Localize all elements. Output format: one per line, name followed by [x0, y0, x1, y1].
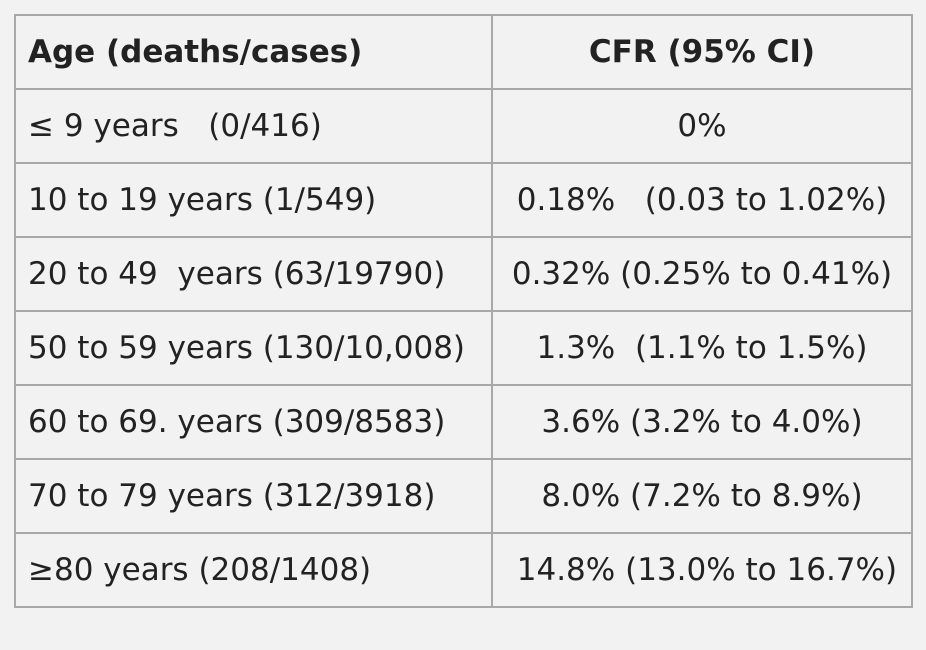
cell-cfr: 0%: [491, 88, 913, 164]
table-row: ≥80 years (208/1408) 14.8% (13.0% to 16.…: [14, 532, 913, 608]
table-row: 70 to 79 years (312/3918) 8.0% (7.2% to …: [14, 458, 913, 534]
table-row: ≤ 9 years (0/416) 0%: [14, 88, 913, 164]
cell-age: ≥80 years (208/1408): [14, 532, 493, 608]
table-row: 20 to 49 years (63/19790) 0.32% (0.25% t…: [14, 236, 913, 312]
table-row: 50 to 59 years (130/10,008) 1.3% (1.1% t…: [14, 310, 913, 386]
cell-cfr: 8.0% (7.2% to 8.9%): [491, 458, 913, 534]
cell-age: 20 to 49 years (63/19790): [14, 236, 493, 312]
cell-age: 70 to 79 years (312/3918): [14, 458, 493, 534]
cell-age: 10 to 19 years (1/549): [14, 162, 493, 238]
cell-age: ≤ 9 years (0/416): [14, 88, 493, 164]
header-cfr: CFR (95% CI): [491, 14, 913, 90]
table-container: Age (deaths/cases) CFR (95% CI) ≤ 9 year…: [14, 14, 913, 608]
table-row: 10 to 19 years (1/549) 0.18% (0.03 to 1.…: [14, 162, 913, 238]
cell-age: 60 to 69. years (309/8583): [14, 384, 493, 460]
table-row: 60 to 69. years (309/8583) 3.6% (3.2% to…: [14, 384, 913, 460]
cell-cfr: 1.3% (1.1% to 1.5%): [491, 310, 913, 386]
cfr-by-age-table: Age (deaths/cases) CFR (95% CI) ≤ 9 year…: [14, 14, 913, 608]
cell-age: 50 to 59 years (130/10,008): [14, 310, 493, 386]
cell-cfr: 3.6% (3.2% to 4.0%): [491, 384, 913, 460]
cell-cfr: 0.32% (0.25% to 0.41%): [491, 236, 913, 312]
cell-cfr: 14.8% (13.0% to 16.7%): [491, 532, 913, 608]
table-header-row: Age (deaths/cases) CFR (95% CI): [14, 14, 913, 90]
cell-cfr: 0.18% (0.03 to 1.02%): [491, 162, 913, 238]
header-age: Age (deaths/cases): [14, 14, 493, 90]
